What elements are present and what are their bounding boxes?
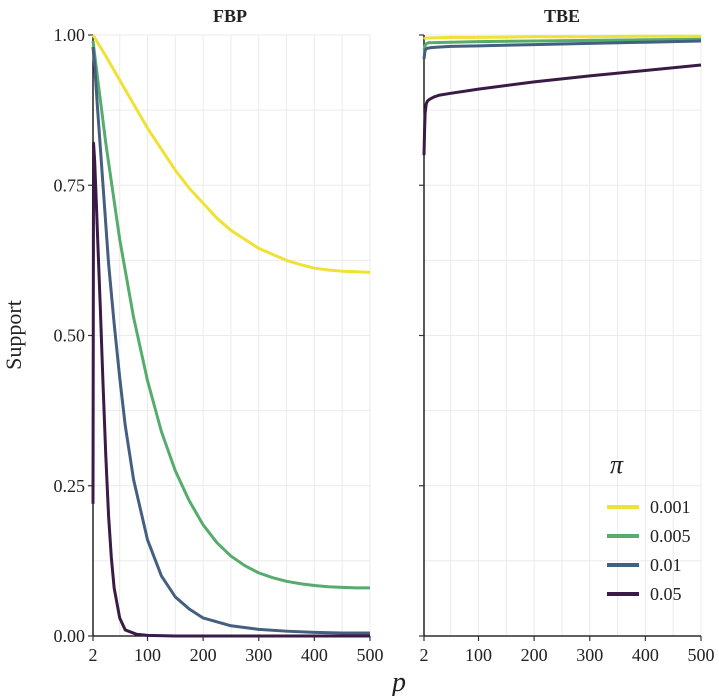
x-axis-title: p (390, 667, 406, 696)
legend: π 0.001 0.005 0.01 0.05 (607, 450, 691, 604)
legend-label-0-001: 0.001 (650, 497, 691, 517)
tbe-series-0-05 (422, 63, 702, 156)
fbp-x-tick-label: 200 (190, 645, 217, 665)
tbe-x-tick-label: 300 (576, 645, 603, 665)
fbp-x-tick-label: 2 (89, 645, 98, 665)
fbp-x-tick-label: 100 (134, 645, 161, 665)
fbp-series-0-005 (91, 40, 370, 590)
panel-title-fbp: FBP (213, 6, 247, 26)
tbe-x-tick-label: 200 (521, 645, 548, 665)
fbp-x-tick-label: 500 (357, 645, 384, 665)
panel-title-tbe: TBE (544, 6, 580, 26)
tbe-series-0-005 (422, 37, 702, 51)
legend-label-0-05: 0.05 (650, 584, 682, 604)
axis-layer: 0.00 0.25 0.50 0.75 1.00 2 100 200 300 400 500 2 100… (54, 25, 715, 665)
y-tick-label: 0.50 (54, 326, 86, 346)
tbe-x-tick-label: 2 (420, 645, 429, 665)
grid-layer (92, 34, 702, 637)
fbp-x-tick-label: 300 (245, 645, 272, 665)
y-axis-title: Support (1, 300, 26, 370)
tbe-series-0-001 (423, 34, 701, 41)
legend-label-0-005: 0.005 (650, 526, 691, 546)
fbp-series-0-05 (91, 141, 370, 638)
legend-label-0-01: 0.01 (650, 555, 682, 575)
tbe-x-tick-label: 100 (465, 645, 492, 665)
tbe-series-0-01 (422, 39, 702, 60)
y-tick-label: 0.00 (54, 626, 86, 646)
tbe-x-tick-label: 500 (688, 645, 715, 665)
legend-title: π (610, 450, 624, 479)
fbp-series-0-01 (91, 46, 370, 635)
legend-entries: 0.001 0.005 0.01 0.05 (607, 497, 691, 604)
y-tick-label: 1.00 (54, 25, 86, 45)
series-layer (91, 34, 702, 638)
fbp-series-0-001 (91, 34, 371, 274)
y-tick-label: 0.75 (54, 175, 86, 195)
fbp-x-tick-label: 400 (301, 645, 328, 665)
tbe-x-tick-label: 400 (632, 645, 659, 665)
y-tick-label: 0.25 (54, 476, 86, 496)
